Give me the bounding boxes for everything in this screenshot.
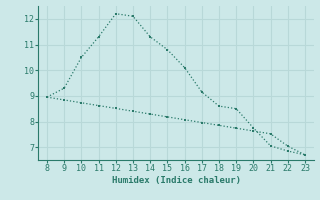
- X-axis label: Humidex (Indice chaleur): Humidex (Indice chaleur): [111, 176, 241, 185]
